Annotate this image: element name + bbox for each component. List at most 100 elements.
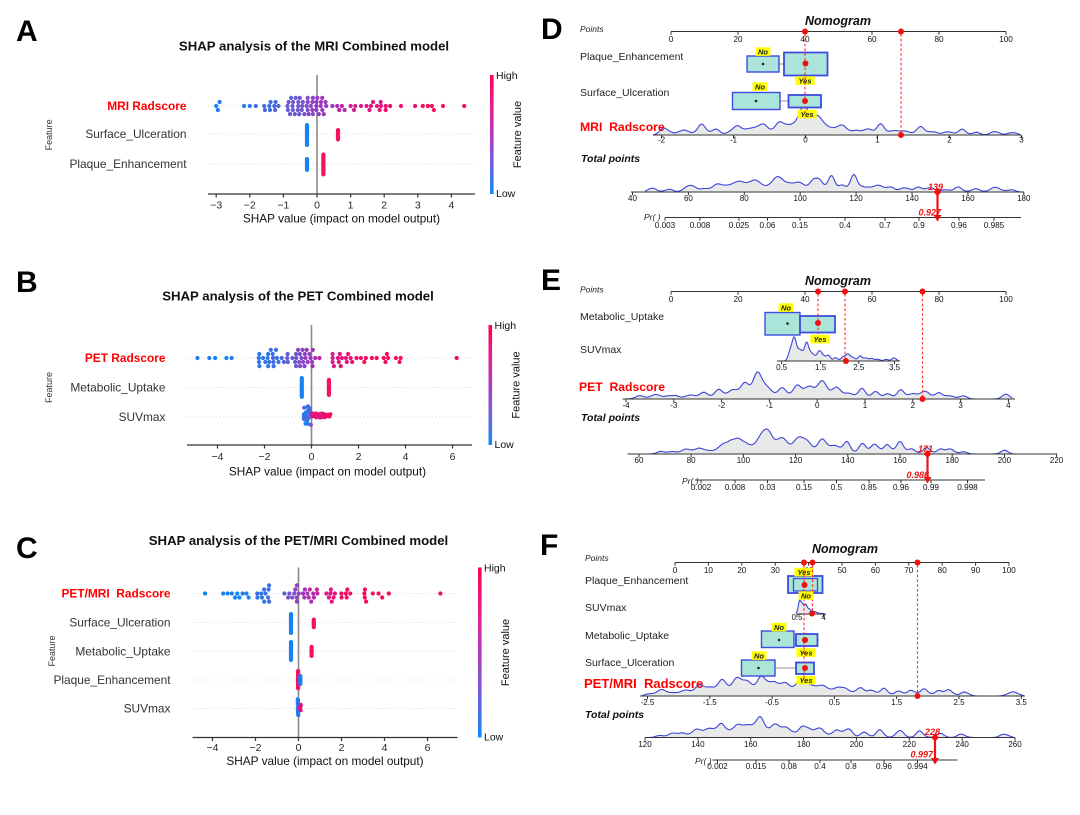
svg-text:PET/MRI Radscore: PET/MRI Radscore — [584, 676, 703, 691]
svg-text:SHAP value (impact on model ou: SHAP value (impact on model output) — [229, 465, 426, 479]
svg-text:0: 0 — [296, 742, 302, 754]
svg-text:Total points: Total points — [581, 412, 640, 424]
svg-text:PET Radscore: PET Radscore — [579, 380, 665, 394]
svg-text:0.08: 0.08 — [781, 762, 797, 771]
svg-text:−3: −3 — [210, 200, 222, 212]
svg-text:-1.5: -1.5 — [703, 698, 717, 707]
svg-text:100: 100 — [737, 456, 751, 465]
svg-text:Low: Low — [495, 439, 515, 451]
svg-text:-4: -4 — [622, 401, 630, 410]
svg-text:3: 3 — [415, 200, 421, 212]
svg-text:MRI Radscore: MRI Radscore — [580, 120, 665, 134]
svg-text:0.96: 0.96 — [893, 483, 909, 492]
svg-text:-1: -1 — [730, 136, 738, 145]
svg-text:60: 60 — [867, 295, 877, 304]
svg-text:3.5: 3.5 — [1016, 698, 1028, 707]
svg-text:No: No — [754, 651, 764, 660]
svg-text:6: 6 — [450, 451, 456, 463]
svg-text:Plaque_Enhancement: Plaque_Enhancement — [53, 673, 171, 687]
svg-text:0.997: 0.997 — [910, 750, 934, 760]
svg-text:2.5: 2.5 — [953, 698, 965, 707]
svg-text:Total points: Total points — [585, 709, 644, 721]
svg-text:0.003: 0.003 — [655, 221, 676, 230]
svg-text:Feature: Feature — [47, 635, 57, 666]
svg-text:E: E — [541, 264, 561, 297]
svg-text:-3: -3 — [670, 401, 678, 410]
svg-text:Feature value: Feature value — [500, 619, 512, 686]
svg-text:Points: Points — [585, 553, 609, 563]
svg-text:2: 2 — [381, 200, 387, 212]
svg-text:0.99: 0.99 — [923, 483, 939, 492]
svg-text:0.025: 0.025 — [729, 221, 750, 230]
svg-text:0: 0 — [314, 200, 320, 212]
svg-text:3: 3 — [1019, 136, 1024, 145]
svg-text:Nomogram: Nomogram — [812, 542, 878, 556]
svg-text:PET/MRI Radscore: PET/MRI Radscore — [61, 587, 170, 601]
svg-text:171: 171 — [918, 444, 933, 454]
svg-text:0.96: 0.96 — [876, 762, 892, 771]
svg-text:228: 228 — [924, 727, 940, 737]
svg-text:0.03: 0.03 — [760, 483, 776, 492]
svg-text:−2: −2 — [244, 200, 256, 212]
svg-text:Yes: Yes — [800, 110, 813, 119]
svg-text:80: 80 — [934, 295, 944, 304]
svg-text:Pr( ): Pr( ) — [644, 212, 661, 222]
svg-text:0.06: 0.06 — [760, 221, 776, 230]
svg-text:2.5: 2.5 — [853, 363, 865, 372]
svg-text:No: No — [755, 82, 765, 91]
svg-text:80: 80 — [740, 194, 749, 203]
svg-text:SUVmax: SUVmax — [585, 602, 627, 614]
svg-text:0: 0 — [815, 401, 820, 410]
svg-text:0.998: 0.998 — [957, 483, 978, 492]
svg-text:SHAP analysis of the PET/MRI C: SHAP analysis of the PET/MRI Combined mo… — [149, 533, 448, 548]
svg-text:Yes: Yes — [798, 76, 811, 85]
svg-text:0.8: 0.8 — [845, 762, 857, 771]
svg-text:0.85: 0.85 — [861, 483, 877, 492]
svg-text:140: 140 — [905, 194, 919, 203]
svg-text:80: 80 — [934, 35, 944, 44]
svg-text:70: 70 — [904, 566, 914, 575]
svg-text:100: 100 — [999, 35, 1013, 44]
svg-text:0: 0 — [669, 295, 674, 304]
svg-text:0.994: 0.994 — [907, 762, 928, 771]
svg-text:80: 80 — [687, 456, 696, 465]
svg-text:No: No — [774, 623, 784, 632]
svg-text:Yes: Yes — [799, 648, 812, 657]
svg-text:180: 180 — [946, 456, 960, 465]
svg-text:160: 160 — [893, 456, 907, 465]
svg-text:180: 180 — [797, 740, 811, 749]
svg-text:0: 0 — [669, 35, 674, 44]
svg-text:Low: Low — [484, 732, 504, 744]
svg-text:Feature value: Feature value — [511, 351, 523, 418]
svg-text:Feature value: Feature value — [512, 101, 524, 168]
svg-text:D: D — [541, 13, 563, 46]
svg-text:140: 140 — [691, 740, 705, 749]
svg-text:2: 2 — [947, 136, 952, 145]
svg-text:40: 40 — [628, 194, 637, 203]
svg-text:3: 3 — [958, 401, 963, 410]
svg-text:SHAP analysis of the PET Combi: SHAP analysis of the PET Combined model — [162, 289, 434, 304]
svg-text:Yes: Yes — [799, 676, 812, 685]
svg-text:−4: −4 — [212, 451, 224, 463]
svg-text:0.008: 0.008 — [725, 483, 746, 492]
svg-text:0.002: 0.002 — [691, 483, 712, 492]
svg-text:0: 0 — [309, 451, 315, 463]
svg-text:F: F — [540, 529, 558, 562]
svg-text:180: 180 — [1017, 194, 1031, 203]
svg-text:120: 120 — [638, 740, 652, 749]
svg-text:Surface_Ulceration: Surface_Ulceration — [580, 87, 669, 99]
svg-text:160: 160 — [961, 194, 975, 203]
svg-text:0.9: 0.9 — [913, 221, 925, 230]
svg-text:−2: −2 — [259, 451, 271, 463]
svg-text:Plaque_Enhancement: Plaque_Enhancement — [69, 157, 187, 171]
svg-text:SUVmax: SUVmax — [124, 702, 171, 716]
svg-text:220: 220 — [1050, 456, 1064, 465]
svg-text:200: 200 — [850, 740, 864, 749]
svg-text:200: 200 — [998, 456, 1012, 465]
svg-text:No: No — [758, 47, 768, 56]
svg-text:240: 240 — [956, 740, 970, 749]
svg-text:4: 4 — [1006, 401, 1011, 410]
svg-text:80: 80 — [938, 566, 948, 575]
svg-text:High: High — [496, 70, 518, 82]
svg-text:Low: Low — [496, 188, 516, 200]
